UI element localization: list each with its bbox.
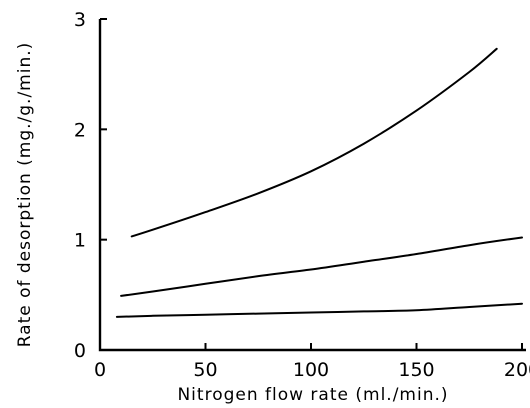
y-tick-label-2: 2 — [74, 119, 86, 141]
y-tick-label-3: 3 — [74, 9, 86, 31]
series-line-1 — [130, 47, 498, 238]
series-line-3 — [115, 302, 523, 318]
ticks: 0 50 100 150 200 0 1 2 3 — [74, 9, 530, 381]
x-tick-label-150: 150 — [398, 359, 434, 381]
axes — [98, 19, 526, 352]
axis-frame — [98, 19, 526, 352]
x-tick-label-0: 0 — [94, 359, 106, 381]
series-line-2 — [120, 236, 523, 297]
x-tick-label-50: 50 — [193, 359, 217, 381]
y-tick-label-0: 0 — [74, 340, 86, 362]
x-axis-label: Nitrogen flow rate (ml./min.) — [177, 385, 448, 405]
y-tick-label-1: 1 — [74, 230, 86, 252]
x-tick-label-100: 100 — [293, 359, 329, 381]
y-axis-label: Rate of desorption (mg./g./min.) — [15, 42, 35, 348]
series-group — [115, 47, 523, 318]
x-tick-label-200: 200 — [504, 359, 530, 381]
